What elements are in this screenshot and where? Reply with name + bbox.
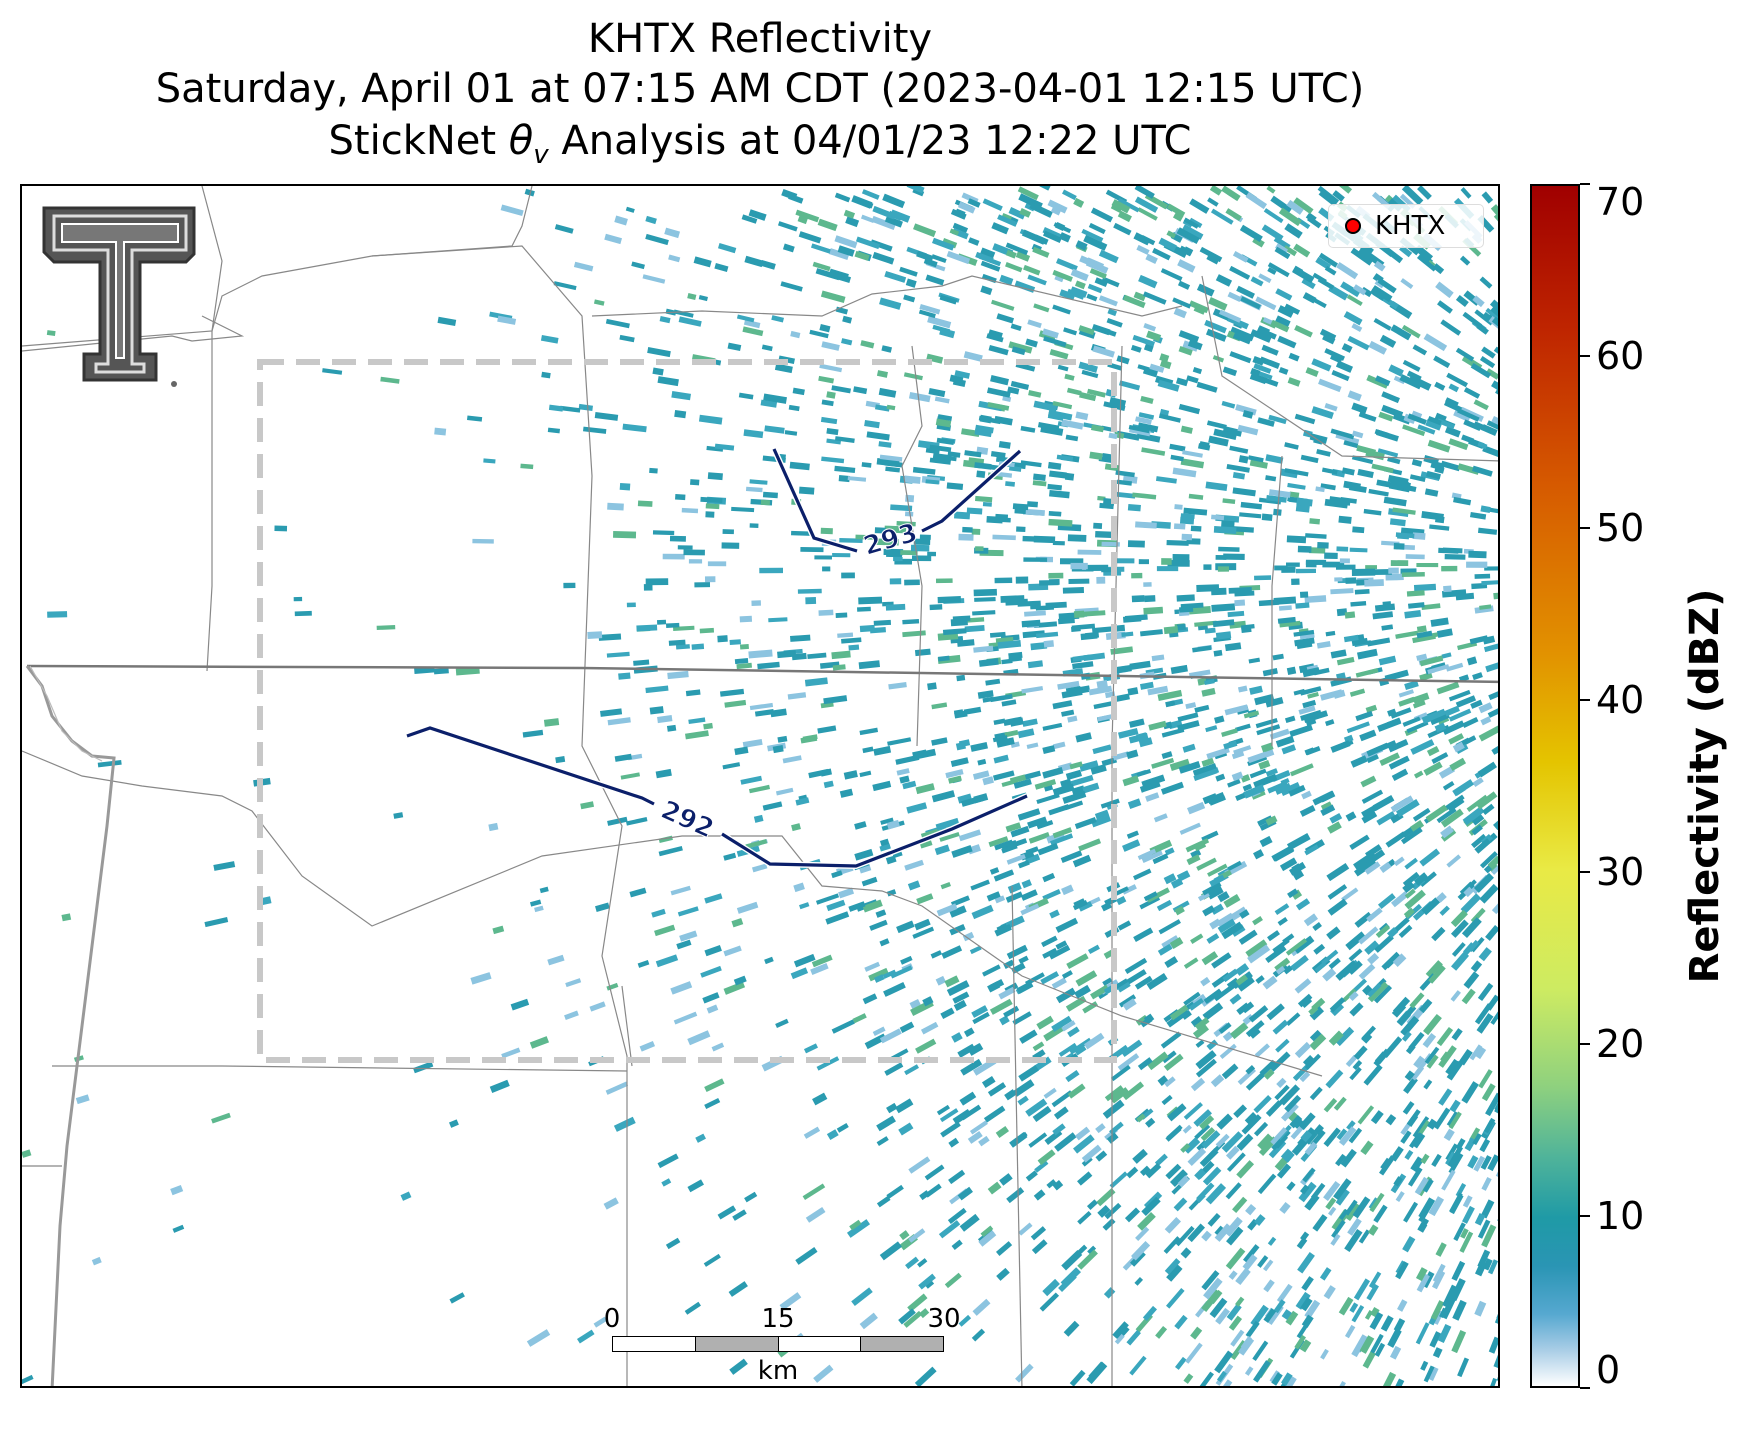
contour-293 — [772, 448, 1022, 553]
colorbar-tick — [1580, 1043, 1590, 1045]
scale-tick-0: 0 — [603, 1304, 621, 1334]
colorbar-tick — [1580, 183, 1590, 185]
colorbar-tick — [1580, 699, 1590, 701]
legend-label: KHTX — [1375, 211, 1446, 241]
colorbar-tick-label: 10 — [1596, 1194, 1645, 1238]
radar-map[interactable]: 293 292 KHTX 0 15 30 km — [20, 184, 1500, 1388]
state-border-al-ms — [25, 665, 116, 1386]
scale-bar-segments — [612, 1336, 944, 1352]
colorbar-tick-label: 40 — [1596, 678, 1645, 722]
colorbar-label: Reflectivity (dBZ) — [1682, 588, 1728, 984]
scale-tick-30: 30 — [927, 1304, 961, 1334]
analysis-domain-box — [257, 359, 1117, 1063]
colorbar-tick-label: 20 — [1596, 1022, 1645, 1066]
colorbar-tick — [1580, 1387, 1590, 1389]
colorbar-tick — [1580, 527, 1590, 529]
scale-bar: 0 15 30 km — [592, 1304, 992, 1386]
colorbar-tick-label: 30 — [1596, 850, 1645, 894]
contour-293-label: 293 — [860, 518, 920, 562]
state-border-tn-al — [26, 664, 1498, 684]
colorbar-tick — [1580, 871, 1590, 873]
map-subtitle-time: Saturday, April 01 at 07:15 AM CDT (2023… — [155, 66, 1365, 112]
colorbar-tick-label: 0 — [1596, 1348, 1621, 1392]
colorbar-tick-label: 70 — [1596, 180, 1645, 224]
colorbar-tick-label: 50 — [1596, 506, 1645, 550]
colorbar-tick — [1580, 1215, 1590, 1217]
colorbar — [1530, 184, 1580, 1388]
map-legend: KHTX — [1328, 204, 1484, 248]
colorbar-tick — [1580, 355, 1590, 357]
scale-unit: km — [757, 1356, 799, 1386]
contour-292 — [406, 726, 1028, 868]
scale-tick-15: 15 — [761, 1304, 795, 1334]
radar-site-marker-icon — [1345, 218, 1361, 234]
reflectivity-echoes — [22, 186, 1498, 1386]
texas-tech-logo — [42, 206, 196, 387]
colorbar-tick-label: 60 — [1596, 334, 1645, 378]
map-subtitle-analysis: StickNet θv Analysis at 04/01/23 12:22 U… — [328, 118, 1192, 170]
map-title: KHTX Reflectivity — [587, 16, 933, 62]
theta-v-contours — [406, 447, 1029, 870]
map-canvas: 293 292 — [22, 186, 1498, 1386]
